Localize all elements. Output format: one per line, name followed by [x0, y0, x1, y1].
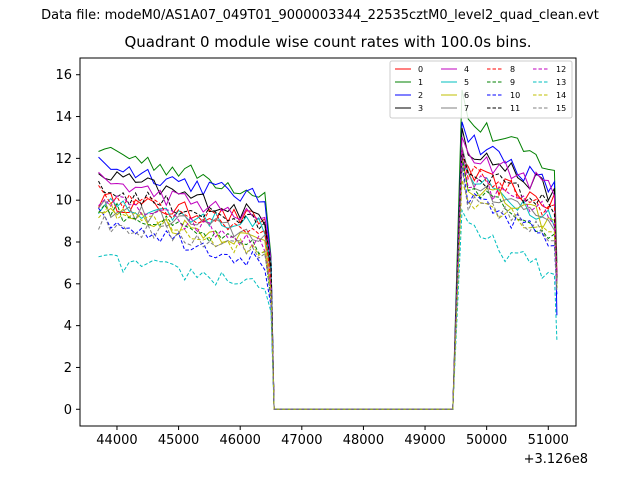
series-line-1	[98, 89, 558, 410]
series-line-12	[98, 149, 558, 410]
x-tick-label: 49000	[404, 433, 445, 448]
chart-title: Quadrant 0 module wise count rates with …	[124, 33, 532, 51]
legend-label-11: 11	[510, 104, 520, 113]
x-axis: 44000 45000 46000 47000 48000 49000 50000 51000	[96, 426, 569, 448]
y-tick-label: 16	[55, 68, 72, 83]
legend-label-13: 13	[556, 78, 566, 87]
series-line-8	[98, 149, 558, 410]
figure-suptitle: Data file: modeM0/AS1A07_049T01_90000033…	[41, 8, 599, 23]
y-tick-label: 2	[64, 361, 72, 376]
legend-label-1: 1	[418, 78, 423, 87]
legend-label-10: 10	[510, 91, 520, 100]
y-tick-label: 4	[64, 319, 72, 334]
series-line-0	[98, 156, 558, 410]
x-tick-label: 46000	[220, 433, 261, 448]
series-line-9	[98, 155, 558, 410]
plot-lines	[98, 89, 558, 410]
y-tick-label: 10	[55, 194, 72, 209]
legend-label-15: 15	[556, 104, 566, 113]
x-tick-label: 44000	[96, 433, 137, 448]
legend-label-6: 6	[464, 91, 469, 100]
x-tick-label: 51000	[528, 433, 569, 448]
legend-label-5: 5	[464, 78, 469, 87]
legend-label-7: 7	[464, 104, 469, 113]
series-line-6	[98, 159, 558, 410]
series-line-3	[98, 127, 558, 410]
legend-box	[389, 60, 573, 119]
legend-label-9: 9	[510, 78, 515, 87]
series-line-13	[98, 208, 558, 410]
x-offset-label: +3.126e8	[523, 452, 588, 467]
series-line-10	[98, 163, 558, 410]
legend-label-0: 0	[418, 65, 423, 74]
y-tick-label: 12	[55, 152, 72, 167]
legend-label-14: 14	[556, 91, 566, 100]
y-axis: 0 2 4 6 8 10 12 14 16	[55, 68, 80, 418]
legend-label-8: 8	[510, 65, 515, 74]
series-line-14	[98, 179, 558, 410]
series-line-2	[98, 121, 558, 410]
legend-label-12: 12	[556, 65, 566, 74]
x-tick-label: 50000	[466, 433, 507, 448]
x-tick-label: 47000	[281, 433, 322, 448]
y-tick-label: 6	[64, 277, 72, 292]
y-tick-label: 0	[64, 403, 72, 418]
legend-label-2: 2	[418, 91, 423, 100]
x-tick-label: 45000	[158, 433, 199, 448]
series-line-15	[98, 166, 558, 410]
legend-label-4: 4	[464, 65, 469, 74]
legend-label-3: 3	[418, 104, 423, 113]
y-tick-label: 8	[64, 236, 72, 251]
x-tick-label: 48000	[343, 433, 384, 448]
series-line-4	[98, 136, 558, 410]
y-tick-label: 14	[55, 110, 72, 125]
